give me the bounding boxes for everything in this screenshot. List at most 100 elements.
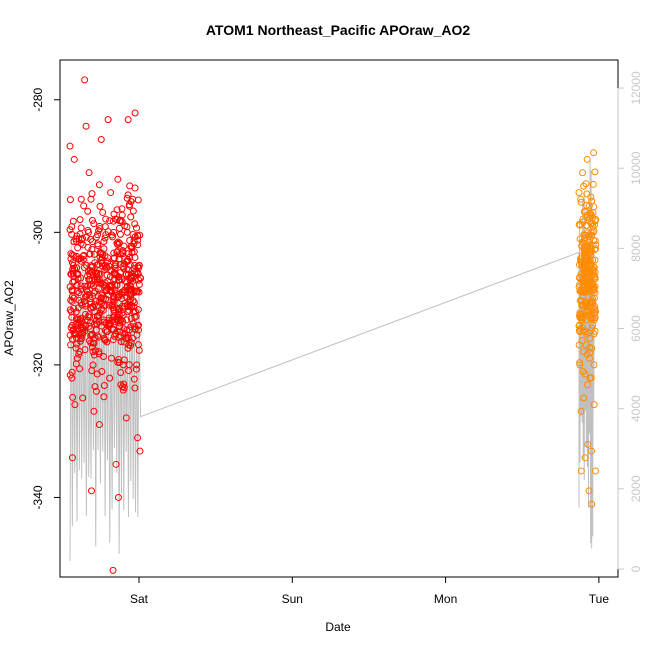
data-point <box>583 254 591 262</box>
data-point <box>580 274 588 282</box>
data-point <box>588 197 596 205</box>
data-point <box>582 341 590 349</box>
data-point <box>134 326 142 334</box>
data-point <box>578 337 586 345</box>
data-point <box>104 116 112 124</box>
data-point <box>84 207 92 215</box>
data-point <box>124 344 132 352</box>
data-point <box>87 304 95 312</box>
data-point <box>121 288 129 296</box>
data-point <box>590 271 598 279</box>
data-point <box>579 314 587 322</box>
chart-title: ATOM1 Northeast_Pacific APOraw_AO2 <box>206 22 470 38</box>
data-point <box>119 247 127 255</box>
data-point <box>580 182 588 190</box>
data-point <box>92 326 100 334</box>
data-point <box>84 226 92 234</box>
data-point <box>587 447 595 455</box>
data-point <box>99 208 107 216</box>
data-point <box>587 260 595 268</box>
x-axis-label: Date <box>325 620 351 634</box>
data-point <box>131 287 139 295</box>
series-line <box>69 160 595 561</box>
data-point <box>113 206 121 214</box>
data-point <box>117 369 125 377</box>
data-point <box>95 275 103 283</box>
data-point <box>591 305 599 313</box>
data-point <box>127 273 135 281</box>
data-point <box>135 281 143 289</box>
data-point <box>81 76 89 84</box>
data-point <box>95 181 103 189</box>
data-point <box>581 253 589 261</box>
data-point <box>93 370 101 378</box>
data-point <box>100 393 108 401</box>
data-point <box>82 122 90 130</box>
data-point <box>89 282 97 290</box>
data-point <box>91 259 99 267</box>
data-point <box>69 269 77 277</box>
data-point <box>82 233 90 241</box>
data-point <box>122 270 130 278</box>
data-point <box>88 216 96 224</box>
data-point <box>89 361 97 369</box>
data-point <box>118 211 126 219</box>
data-point <box>74 304 82 312</box>
data-point <box>108 354 116 362</box>
data-point <box>576 325 584 333</box>
data-point <box>109 233 117 241</box>
data-point <box>118 383 126 391</box>
data-point <box>134 236 142 244</box>
data-point <box>92 387 100 395</box>
data-point <box>68 313 76 321</box>
data-point <box>116 230 124 238</box>
data-point <box>576 361 584 369</box>
data-point <box>115 304 123 312</box>
data-point <box>134 232 142 240</box>
data-point <box>101 234 109 242</box>
data-point <box>101 336 109 344</box>
data-point <box>584 278 592 286</box>
data-point <box>585 312 593 320</box>
data-point <box>68 368 76 376</box>
data-point <box>69 217 77 225</box>
data-point <box>132 312 140 320</box>
data-point <box>84 267 92 275</box>
data-point <box>81 300 89 308</box>
data-point <box>93 320 101 328</box>
data-point <box>86 281 94 289</box>
data-point <box>123 278 131 286</box>
data-point <box>91 383 99 391</box>
data-point <box>136 274 144 282</box>
data-point <box>73 252 81 260</box>
data-point <box>119 311 127 319</box>
data-point <box>78 323 86 331</box>
data-point <box>110 249 118 257</box>
data-point <box>95 333 103 341</box>
data-point <box>576 281 584 289</box>
data-point <box>85 169 93 177</box>
data-point <box>73 238 81 246</box>
data-point <box>83 286 91 294</box>
data-point <box>93 269 101 277</box>
data-point <box>89 339 97 347</box>
data-point <box>131 253 139 261</box>
data-point <box>586 349 594 357</box>
data-point <box>591 168 599 176</box>
data-point <box>76 365 84 373</box>
data-point <box>106 374 114 382</box>
data-point <box>587 193 595 201</box>
data-point <box>88 331 96 339</box>
data-point <box>576 221 584 229</box>
data-point <box>81 293 89 301</box>
y-right-tick-label: 0 <box>629 565 643 572</box>
data-point <box>590 401 598 409</box>
data-point <box>115 356 123 364</box>
data-point <box>88 277 96 285</box>
y-tick-label: -300 <box>31 220 45 244</box>
data-point <box>127 338 135 346</box>
data-point <box>125 367 133 375</box>
data-point <box>125 306 133 314</box>
data-point <box>105 317 113 325</box>
